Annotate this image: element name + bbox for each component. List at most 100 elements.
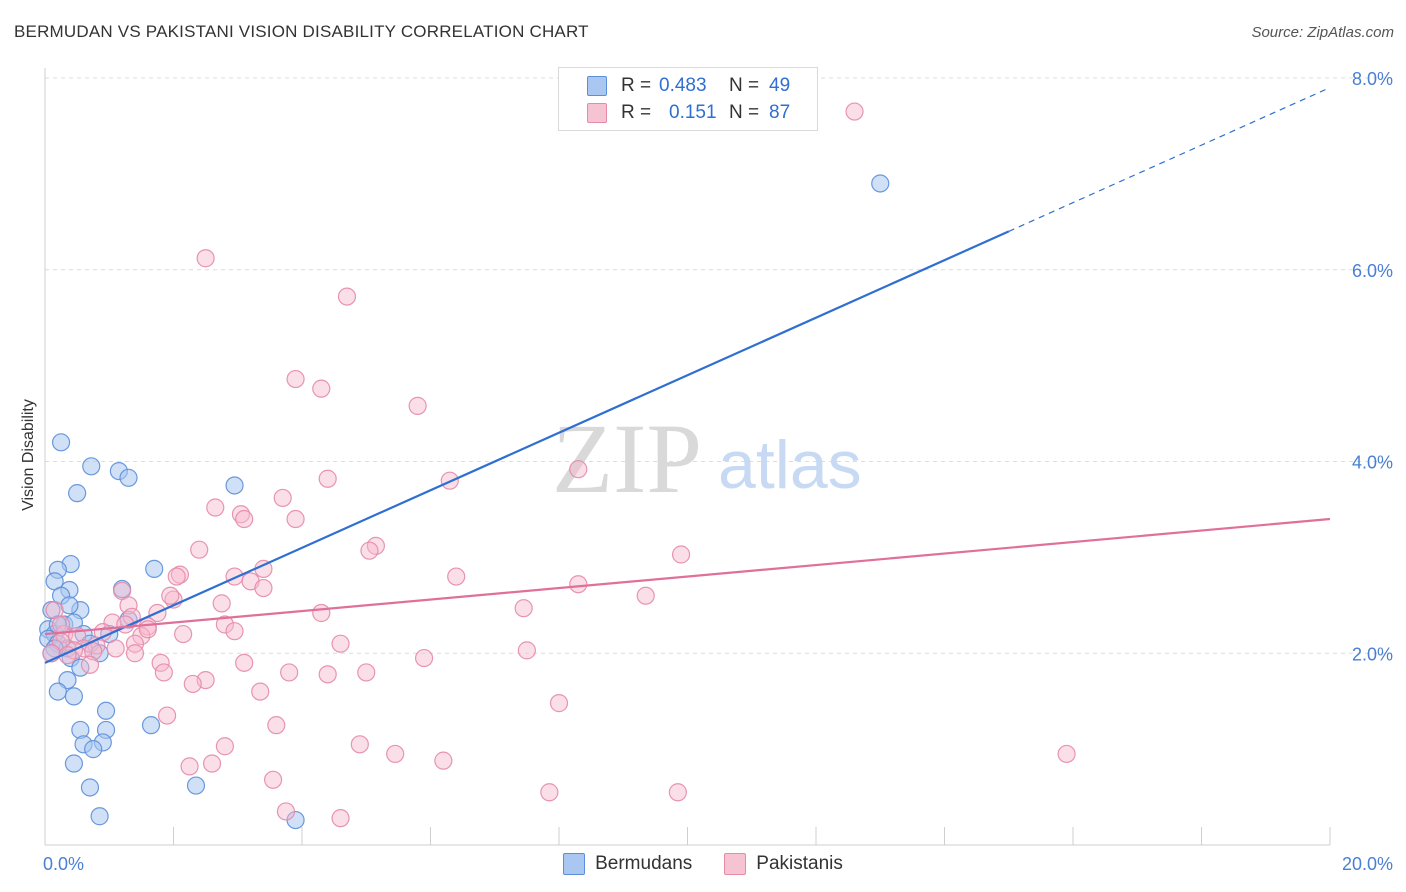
pakistanis-point [202,754,222,773]
pakistanis-point [215,615,234,634]
bermudans-point [225,476,244,495]
pakistanis-point [569,575,588,594]
pakistanis-point [360,541,379,560]
bermudans-point [141,716,161,735]
pakistanis-point [225,622,244,641]
bermudans-point [82,457,101,476]
y-axis-label: Vision Disability [20,399,37,511]
bermudans-point [84,740,103,759]
pakistanis-point [414,648,434,668]
pakistanis-point [337,287,357,306]
legend-box: R = 0.483 N = 49 R = 0.151 N = 87 [558,67,818,131]
legend-n-label: N = [729,102,760,123]
legend-r-value: 0.151 [669,102,717,123]
pakistanis-point [273,488,292,508]
pakistanis-point [161,586,180,605]
pakistanis-point [106,639,125,658]
pakistanis-point [215,737,234,756]
pakistanis-point [286,509,305,529]
pakistanis-point [447,567,466,586]
legend-swatch-pakistanis [587,103,607,123]
pakistanis-point [80,655,100,674]
bermudans-point [96,701,116,720]
watermark-zip: ZIP [552,403,702,514]
y-tick-label: 2.0% [1352,644,1393,664]
pakistanis-point [434,751,453,770]
legend-n-label: N = [729,75,760,96]
pakistanis-point [286,369,305,389]
pakistanis-point [51,615,71,634]
bermudans-point [68,484,87,503]
pakistanis-point [170,565,190,584]
bermudans-point [90,807,109,826]
pakistanis-point [331,634,350,653]
pakistanis-point [408,396,427,415]
chart-source: Source: ZipAtlas.com [1251,24,1394,41]
pakistanis-point [1057,744,1076,764]
bermudans-point [51,433,71,452]
bermudans-point [186,776,206,795]
legend-swatch-bermudans [587,76,607,96]
series-legend: Bermudans Pakistanis [0,852,1406,876]
pakistanis-point [263,770,283,789]
pakistanis-point [254,578,273,598]
pakistanis-point [119,596,138,615]
pakistanis-point [668,783,687,802]
bermudans-point [119,468,138,487]
y-tick-label: 6.0% [1352,261,1393,281]
pakistanis-point [312,379,331,398]
pakistanis-point [231,505,251,524]
legend-row-bermudans: R = 0.483 N = 49 [587,73,790,99]
pakistanis-point [125,644,145,663]
bermudans-point [48,682,67,701]
pakistanis-point [318,665,337,684]
pakistanis-point [276,802,296,821]
bermudans-trend-line [44,230,1010,664]
bermudans-point [60,596,79,615]
pakistanis-point [225,567,244,586]
series-legend-bermudans[interactable]: Bermudans [563,853,692,875]
series-legend-pakistanis[interactable]: Pakistanis [724,853,843,875]
x-tick-label: 0.0% [43,854,84,874]
legend-row-pakistanis: R = 0.151 N = 87 [587,100,790,126]
watermark-atlas: atlas [718,427,862,503]
trend-layer [44,87,1331,664]
pakistanis-point [350,735,369,754]
pakistanis-point [318,469,337,488]
legend-r-label: R = [621,75,652,96]
pakistanis-point [174,624,193,644]
legend-r-value: 0.483 [659,75,707,96]
bermudans-point [64,754,84,773]
legend-r-label: R = [621,102,652,123]
legend-n-value: 49 [769,75,791,96]
y-tick-label: 8.0% [1352,69,1393,89]
bermudans-point [145,559,164,578]
pakistanis-point [183,674,202,694]
pakistanis-point [671,545,691,564]
pakistanis-point [167,567,186,586]
pakistanis-point [235,509,254,529]
pakistanis-trend-line [44,517,1331,636]
pakistanis-point [357,663,376,682]
pakistanis-point [157,706,177,725]
bermudans-point [80,778,100,797]
watermark: ZIP atlas [552,403,862,514]
pakistanis-point [331,809,350,828]
pakistanis-swatch [724,853,747,875]
pakistanis-point [235,653,254,672]
legend-n-value: 87 [769,102,791,123]
pakistanis-point [540,783,559,802]
bermudans-label: Bermudans [595,853,693,874]
pakistanis-point [514,599,533,618]
pakistanis-point [151,653,170,672]
pakistanis-point [267,716,286,735]
pakistanis-point [206,498,225,517]
pakistanis-point [280,663,299,682]
pakistanis-point [196,249,215,268]
bermudans-swatch [563,853,586,875]
pakistanis-point [251,682,270,701]
pakistanis-point [517,641,536,660]
pakistanis-point [180,757,199,776]
y-tick-label: 4.0% [1352,453,1393,473]
